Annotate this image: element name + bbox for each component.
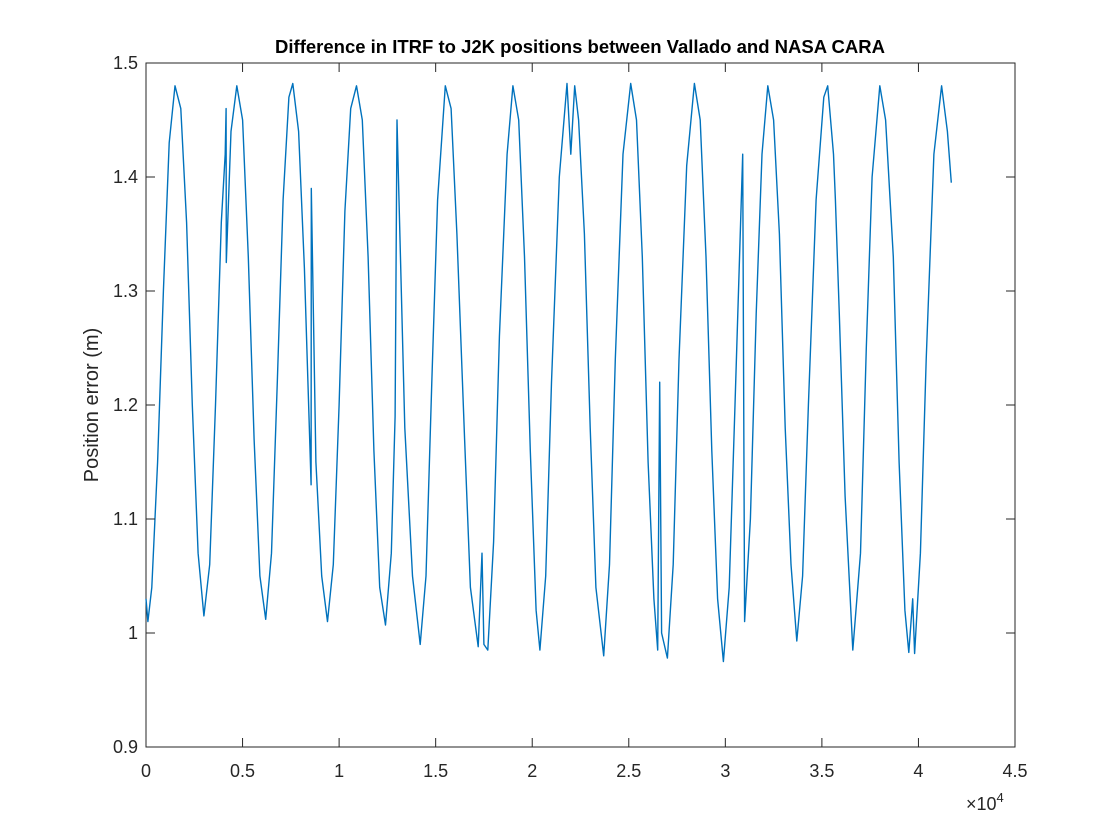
y-tick-label: 1.4: [113, 167, 138, 187]
y-tick-label: 1.1: [113, 509, 138, 529]
series-line-1: [145, 82, 952, 663]
x-tick-label: 3: [720, 761, 730, 781]
plot-area: [145, 62, 1016, 748]
y-tick-label: 1.5: [113, 53, 138, 73]
x-tick-label: 2.5: [616, 761, 641, 781]
x-tick-label: 4.5: [1002, 761, 1027, 781]
x-exponent-power: 4: [997, 790, 1004, 805]
y-tick-label: 0.9: [113, 737, 138, 757]
y-axis: 0.9 1 1.1 1.2 1.3 1.4 1.5: [113, 53, 1015, 757]
chart-title: Difference in ITRF to J2K positions betw…: [275, 36, 885, 57]
x-axis: 0 0.5 1 1.5 2 2.5 3 3.5 4 4.5: [141, 63, 1028, 781]
x-tick-label: 1: [334, 761, 344, 781]
x-tick-label: 2: [527, 761, 537, 781]
x-tick-label: 1.5: [423, 761, 448, 781]
x-tick-label: 0: [141, 761, 151, 781]
y-tick-label: 1.3: [113, 281, 138, 301]
x-exponent-prefix: ×10: [966, 794, 997, 814]
x-exponent-label: ×104: [966, 790, 1004, 814]
x-tick-label: 0.5: [230, 761, 255, 781]
x-tick-label: 4: [913, 761, 923, 781]
y-axis-label: Position error (m): [81, 328, 103, 482]
y-tick-label: 1.2: [113, 395, 138, 415]
series-layer: [145, 82, 952, 663]
x-tick-label: 3.5: [809, 761, 834, 781]
y-tick-label: 1: [128, 623, 138, 643]
